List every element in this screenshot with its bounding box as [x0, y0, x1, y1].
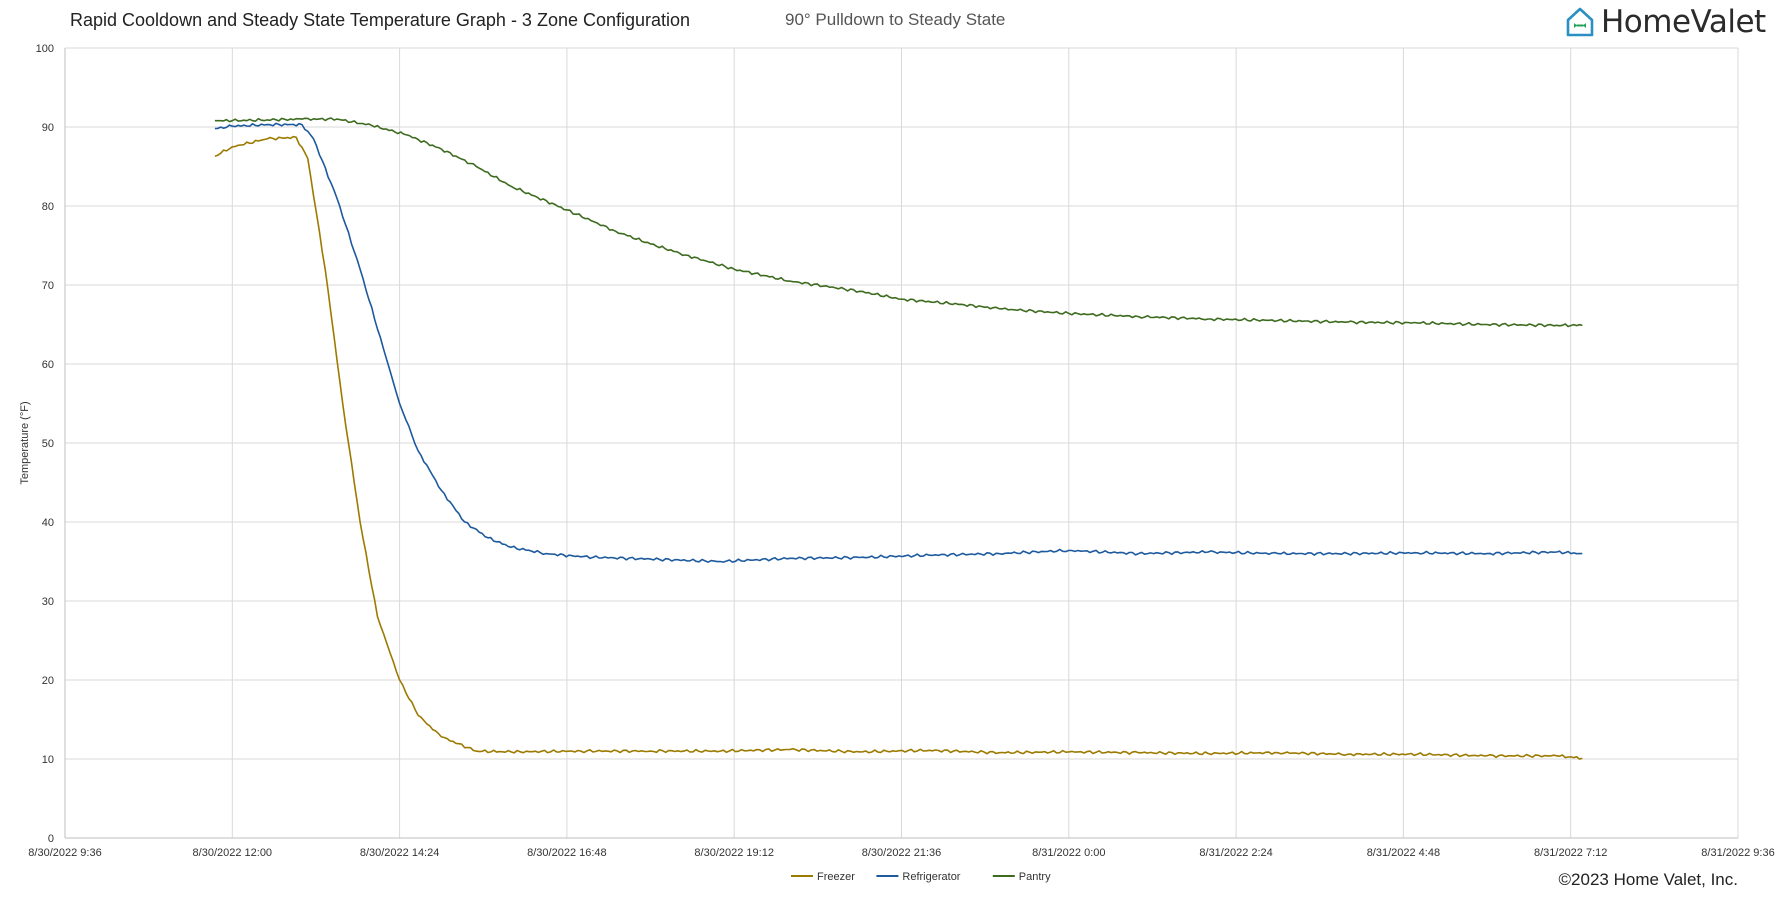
x-tick-label: 8/30/2022 19:12	[694, 847, 774, 859]
x-tick-label: 8/31/2022 9:36	[1701, 847, 1774, 859]
x-tick-label: 8/30/2022 9:36	[28, 847, 101, 859]
y-tick-label: 30	[42, 596, 54, 608]
x-tick-label: 8/31/2022 7:12	[1534, 847, 1607, 859]
brand-name: HomeValet	[1601, 4, 1766, 40]
chart-title: Rapid Cooldown and Steady State Temperat…	[70, 10, 691, 30]
series-line-pantry	[214, 117, 1583, 328]
legend-label-pantry: Pantry	[1019, 871, 1051, 883]
y-axis-title: Temperature (°F)	[19, 401, 31, 484]
house-logo-icon	[1566, 7, 1594, 37]
chart-gridlines	[64, 47, 1739, 839]
series-line-refrigerator	[214, 122, 1583, 563]
x-tick-label: 8/30/2022 14:24	[360, 847, 440, 859]
y-tick-label: 80	[42, 201, 54, 213]
copyright-text: ©2023 Home Valet, Inc.	[1558, 870, 1738, 889]
legend-label-freezer: Freezer	[817, 871, 855, 883]
chart-legend: Freezer Refrigerator Pantry	[791, 871, 1051, 883]
x-tick-label: 8/30/2022 12:00	[193, 847, 273, 859]
series-line-freezer	[214, 135, 1583, 760]
x-tick-label: 8/30/2022 16:48	[527, 847, 607, 859]
y-tick-label: 50	[42, 438, 54, 450]
chart-axes: 0 10 20 30 40 50 60 70 80 90 100 8/30/2022 9:36 8/30…	[28, 43, 1774, 859]
x-tick-label: 8/30/2022 21:36	[862, 847, 942, 859]
x-tick-label: 8/31/2022 2:24	[1199, 847, 1272, 859]
y-tick-label: 0	[48, 833, 54, 845]
brand-logo: HomeValet	[1565, 4, 1766, 40]
y-tick-label: 100	[36, 43, 54, 55]
x-tick-label: 8/31/2022 0:00	[1032, 847, 1105, 859]
y-tick-label: 40	[42, 517, 54, 529]
y-tick-label: 70	[42, 280, 54, 292]
y-tick-label: 10	[42, 754, 54, 766]
chart-subtitle: 90° Pulldown to Steady State	[785, 10, 1006, 29]
y-tick-label: 20	[42, 675, 54, 687]
x-tick-label: 8/31/2022 4:48	[1367, 847, 1440, 859]
y-tick-label: 90	[42, 122, 54, 134]
legend-label-refrigerator: Refrigerator	[902, 871, 960, 883]
y-tick-label: 60	[42, 359, 54, 371]
chart-series	[214, 117, 1583, 760]
